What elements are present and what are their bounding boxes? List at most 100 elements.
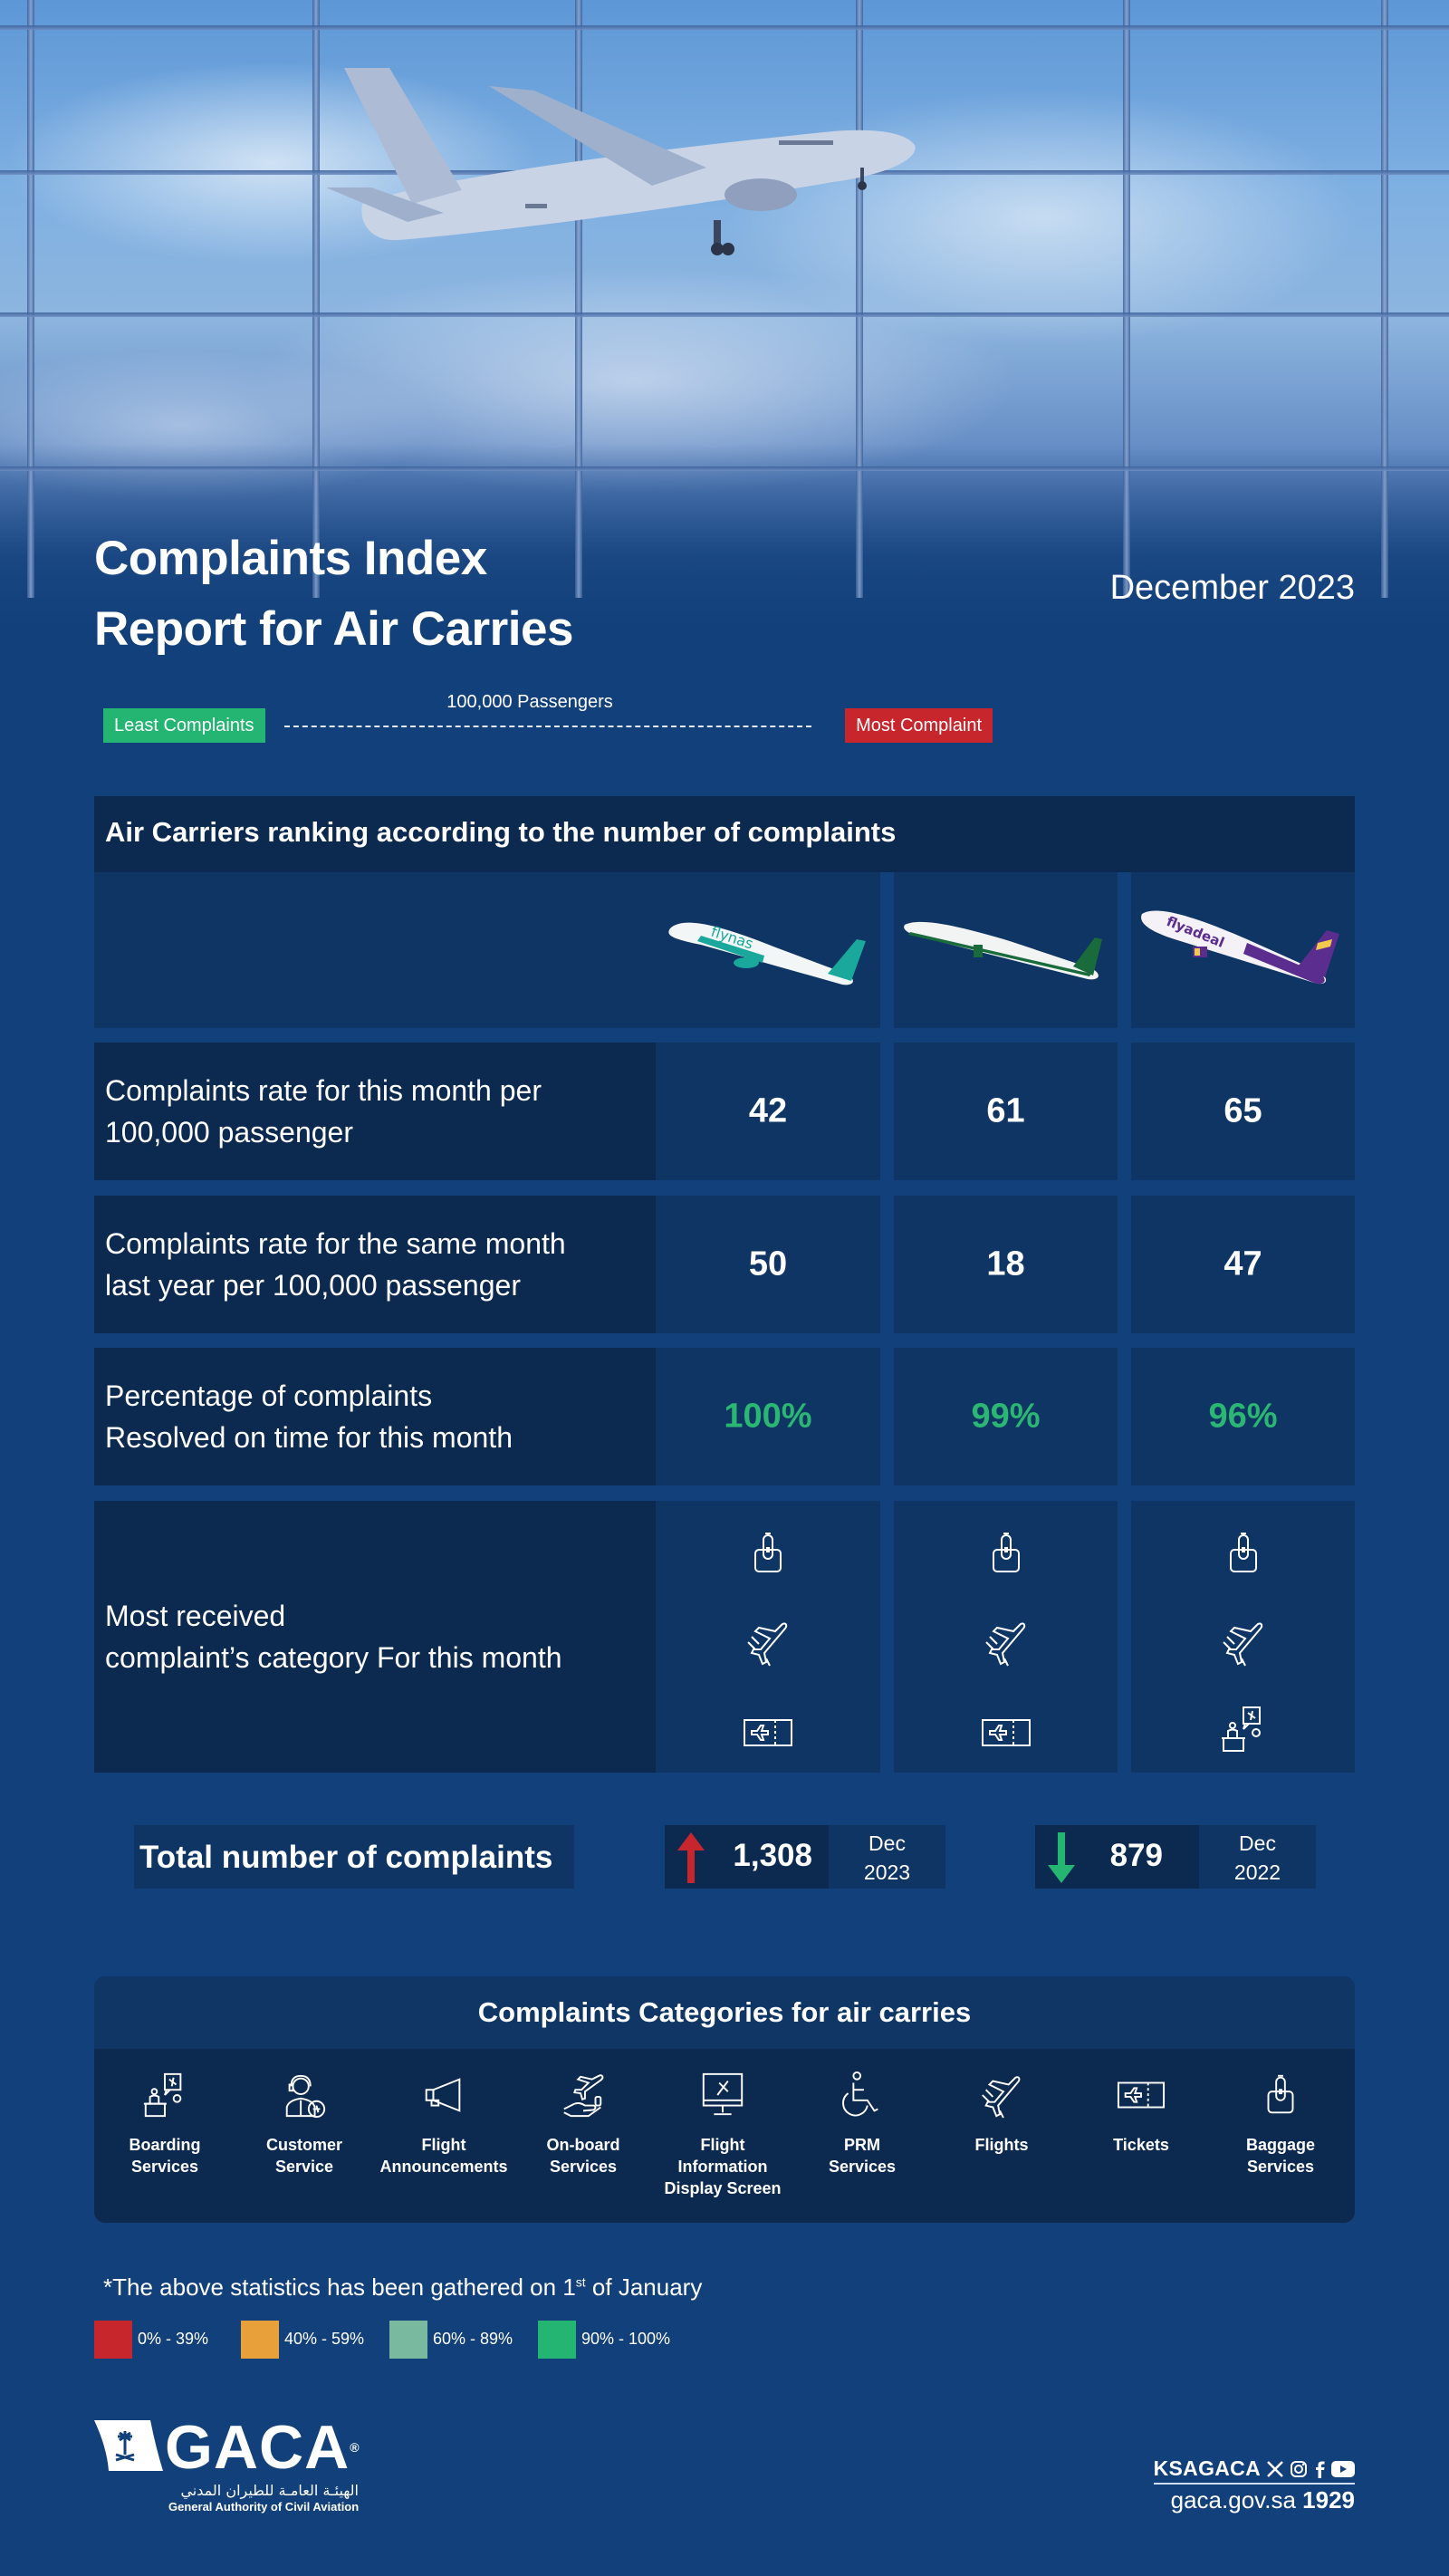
- flight-icon: [984, 1622, 1025, 1667]
- category-flight-information-display: Flight Information Display Screen: [653, 2049, 792, 2199]
- row-label-cell: Most received complaint’s category For t…: [94, 1501, 656, 1773]
- category-label: Boarding Services: [129, 2136, 201, 2176]
- page-title: Complaints Index Report for Air Carries: [94, 532, 573, 656]
- complaint-rate-value: 65: [1223, 1091, 1262, 1130]
- row-label: Percentage of complaints Resolved on tim…: [105, 1379, 513, 1454]
- x-icon[interactable]: [1266, 2460, 1284, 2478]
- category-label: PRM Services: [828, 2136, 897, 2176]
- window-frame: [0, 25, 1449, 30]
- total-previous-number-part: 879: [1035, 1825, 1199, 1889]
- category-baggage-services: Baggage Services: [1211, 2049, 1350, 2177]
- ticket-icon: [1117, 2081, 1166, 2109]
- category-label: Tickets: [1113, 2136, 1169, 2154]
- carrier-logo-cell-flyadeal: flyadeal: [1131, 872, 1355, 1028]
- range-label: 60% - 89%: [433, 2330, 513, 2348]
- most-complaint-badge: Most Complaint: [845, 708, 993, 743]
- resolved-percentage-value: 99%: [971, 1397, 1041, 1436]
- website-row: gaca.gov.sa 1929: [1154, 2486, 1355, 2514]
- row-label: Complaints rate for this month per 100,0…: [105, 1074, 542, 1149]
- facebook-icon[interactable]: [1313, 2460, 1326, 2478]
- range-swatch-red: [94, 2321, 132, 2359]
- scale-dashed-line: [284, 726, 811, 727]
- category-cell-flynas: [656, 1501, 880, 1773]
- carrier-logo-cell-saudia: [894, 872, 1118, 1028]
- category-label: Flight Information Display Screen: [664, 2136, 782, 2197]
- categories-heading: Complaints Categories for air carries: [94, 1976, 1355, 2049]
- website-link[interactable]: gaca.gov.sa: [1170, 2486, 1296, 2514]
- value-cell-saudia: 99%: [894, 1348, 1118, 1485]
- report-date: December 2023: [1109, 569, 1355, 607]
- last-year-rate-value: 18: [986, 1245, 1025, 1283]
- table-heading: Air Carriers ranking according to the nu…: [94, 796, 1355, 872]
- megaphone-icon: [425, 2078, 461, 2112]
- category-label: Baggage Services: [1245, 2136, 1316, 2176]
- ticket-icon: [981, 1719, 1031, 1746]
- value-cell-flynas: 42: [656, 1043, 880, 1180]
- flynas-aircraft-image: flynas: [668, 922, 866, 985]
- least-complaints-badge: Least Complaints: [103, 708, 265, 743]
- baggage-icon: [992, 1533, 1020, 1572]
- gaca-emblem-icon: [94, 2420, 163, 2471]
- social-handle[interactable]: KSAGACA: [1153, 2456, 1261, 2480]
- onboard-service-icon: [563, 2074, 604, 2118]
- footnote-text-end: of January: [585, 2273, 703, 2301]
- row-label-cell: Percentage of complaints Resolved on tim…: [94, 1348, 656, 1485]
- value-cell-flynas: 100%: [656, 1348, 880, 1485]
- range-swatch-teal: [389, 2321, 427, 2359]
- category-customer-service: Customer Service: [235, 2049, 374, 2177]
- window-frame: [1123, 0, 1130, 598]
- complaint-rate-value: 42: [748, 1091, 788, 1130]
- category-label: Flight Announcements: [379, 2136, 508, 2176]
- registered-mark: ®: [350, 2440, 360, 2455]
- range-swatch-orange: [241, 2321, 279, 2359]
- category-label: Customer Service: [265, 2136, 342, 2176]
- resolved-percentage-value: 100%: [724, 1397, 812, 1436]
- youtube-icon[interactable]: [1331, 2460, 1355, 2478]
- window-frame: [0, 312, 1449, 317]
- row-label-cell: Complaints rate for the same month last …: [94, 1196, 656, 1333]
- boarding-icon: [143, 2072, 182, 2118]
- total-previous-value: 879: [1109, 1838, 1163, 1873]
- statistics-footnote: *The above statistics has been gathered …: [103, 2273, 702, 2302]
- complaint-rate-value: 61: [986, 1091, 1025, 1130]
- window-frame: [575, 0, 582, 598]
- row-label: Most received complaint’s category For t…: [105, 1600, 562, 1674]
- airplane-photo: [326, 68, 916, 255]
- value-cell-flyadeal: 47: [1131, 1196, 1355, 1333]
- total-current-box: 1,308 Dec 2023: [665, 1825, 945, 1889]
- value-cell-flyadeal: 65: [1131, 1043, 1355, 1180]
- arrow-down-icon: [1048, 1832, 1075, 1883]
- table-heading-text: Air Carriers ranking according to the nu…: [105, 816, 897, 848]
- hero-photo: [0, 0, 1449, 634]
- social-handle-row: KSAGACA: [1153, 2456, 1355, 2485]
- window-frame: [312, 0, 320, 598]
- total-complaints-label: Total number of complaints: [139, 1840, 553, 1875]
- value-cell-flynas: 50: [656, 1196, 880, 1333]
- total-current-period: Dec 2023: [829, 1825, 945, 1889]
- category-cell-saudia: [894, 1501, 1118, 1773]
- gaca-arabic-name: الهيئـة العامـة للطيران المدني: [180, 2482, 359, 2499]
- flyadeal-aircraft-image: flyadeal: [1141, 910, 1339, 985]
- social-contact: KSAGACA gaca.gov.sa 1929: [1153, 2456, 1355, 2514]
- category-tickets: Tickets: [1071, 2049, 1211, 2156]
- flight-icon: [1222, 1622, 1262, 1667]
- baggage-icon: [754, 1533, 782, 1572]
- arrow-up-icon: [677, 1832, 705, 1883]
- gaca-wordmark-text: GACA: [165, 2413, 350, 2482]
- baggage-icon: [1267, 2074, 1294, 2114]
- range-swatch-green: [538, 2321, 576, 2359]
- value-cell-flyadeal: 96%: [1131, 1348, 1355, 1485]
- total-previous-period: Dec 2022: [1199, 1825, 1316, 1889]
- row-label-cell: Complaints rate for this month per 100,0…: [94, 1043, 656, 1180]
- last-year-rate-value: 50: [748, 1245, 788, 1283]
- phone-number[interactable]: 1929: [1302, 2486, 1355, 2514]
- boarding-icon: [1221, 1706, 1261, 1752]
- complaint-scale: 100,000 Passengers Least Complaints Most…: [103, 692, 993, 743]
- instagram-icon[interactable]: [1290, 2460, 1308, 2478]
- category-label: On-board Services: [546, 2136, 620, 2176]
- carrier-logo-cell-flynas: flynas: [94, 872, 880, 1028]
- range-label: 0% - 39%: [138, 2330, 209, 2348]
- resolved-percentage-value: 96%: [1208, 1397, 1278, 1436]
- flight-icon: [982, 2076, 1021, 2119]
- category-flight-announcements: Flight Announcements: [374, 2049, 513, 2177]
